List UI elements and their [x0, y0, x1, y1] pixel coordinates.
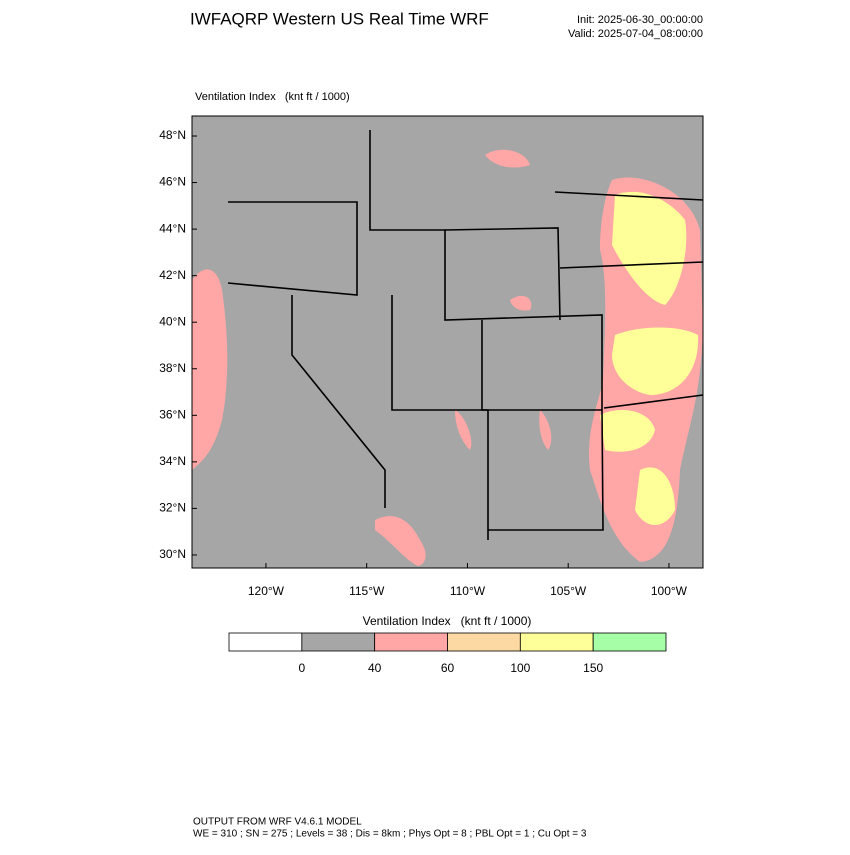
lat-label: 46°N	[159, 175, 186, 189]
colorbar-label: 60	[441, 661, 455, 675]
colorbar-label: 0	[298, 661, 305, 675]
lat-label: 48°N	[159, 128, 186, 142]
lon-label: 110°W	[450, 584, 486, 598]
colorbar-box	[301, 632, 376, 652]
lon-label: 105°W	[550, 584, 587, 598]
map-frame	[191, 115, 704, 569]
footer-line: OUTPUT FROM WRF V4.6.1 MODEL	[193, 817, 362, 828]
state-borders	[227, 130, 704, 540]
colorbar-box	[519, 632, 594, 652]
lon-label: 120°W	[248, 584, 285, 598]
colorbar-box	[228, 632, 303, 652]
lat-label: 30°N	[159, 547, 186, 561]
shading-high	[600, 191, 699, 525]
lat-label: 40°N	[159, 314, 186, 328]
colorbar-label: 100	[510, 661, 530, 675]
lat-label: 36°N	[159, 407, 186, 421]
lat-label: 34°N	[159, 454, 186, 468]
title: IWFAQRP Western US Real Time WRF	[190, 9, 489, 28]
colorbar-title: Ventilation Index (knt ft / 1000)	[363, 614, 532, 628]
colorbar-box	[447, 632, 521, 652]
colorbar-box	[592, 632, 667, 652]
lat-label: 32°N	[159, 501, 186, 515]
lat-label: 42°N	[159, 268, 186, 282]
map-label: Ventilation Index (knt ft / 1000)	[195, 91, 350, 103]
lon-label: 115°W	[349, 584, 385, 598]
lat-label: 38°N	[159, 361, 186, 375]
lon-label: 100°W	[651, 584, 688, 598]
lat-label: 44°N	[159, 221, 186, 235]
colorbar: 0 40 60 100 150	[228, 632, 667, 675]
colorbar-box	[374, 632, 448, 652]
colorbar-label: 40	[368, 661, 382, 675]
init-time: Init: 2025-06-30_00:00:00	[577, 14, 703, 26]
map	[191, 115, 704, 569]
footer-line: WE = 310 ; SN = 275 ; Levels = 38 ; Dis …	[193, 829, 587, 840]
colorbar-label: 150	[583, 661, 603, 675]
valid-time: Valid: 2025-07-04_08:00:00	[568, 28, 703, 40]
